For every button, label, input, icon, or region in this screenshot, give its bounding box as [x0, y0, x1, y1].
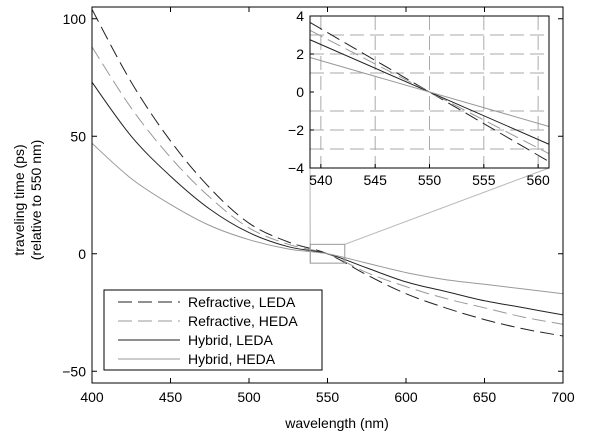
- inset-x-tick-label: 555: [472, 172, 496, 188]
- legend: Refractive, LEDA Refractive, HEDA Hybrid, …: [103, 289, 323, 371]
- legend-label-4: Hybrid, HEDA: [188, 351, 276, 367]
- inset-y-tick-label: −4: [288, 160, 304, 176]
- legend-label-1: Refractive, LEDA: [188, 294, 296, 310]
- main-plot: 400 450 500 550 600 650 700 −50 0 50 100: [62, 6, 575, 405]
- y-axis-label: traveling time (ps) (relative to 550 nm): [11, 140, 44, 261]
- x-tick-label: 400: [80, 389, 104, 405]
- x-tick-label: 650: [473, 389, 497, 405]
- inset-y-tick-label: 2: [296, 46, 304, 62]
- x-tick-label: 500: [237, 389, 261, 405]
- y-tick-label: 50: [70, 128, 86, 144]
- inset-series-line-1: [309, 21, 550, 163]
- inset-x-tick-label: 550: [418, 172, 442, 188]
- x-tick-label: 700: [551, 389, 575, 405]
- y-tick-label: −50: [62, 363, 86, 379]
- legend-label-3: Hybrid, LEDA: [188, 332, 273, 348]
- inset-x-tick-label: 545: [364, 172, 388, 188]
- inset-y-tick-label: 4: [296, 8, 304, 24]
- inset-y-tick-label: −2: [288, 122, 304, 138]
- zoom-connector-line: [344, 167, 550, 245]
- inset-series-line-4: [309, 57, 550, 127]
- x-tick-label: 450: [159, 389, 183, 405]
- y-tick-label: 100: [63, 11, 87, 27]
- inset-y-tick-label: 0: [296, 84, 304, 100]
- y-axis-label-line-2: (relative to 550 nm): [28, 140, 44, 261]
- x-axis-label: wavelength (nm): [284, 415, 389, 431]
- inset-series-line-2: [309, 29, 550, 155]
- series-line-4: [91, 142, 564, 295]
- y-axis-label-line-1: traveling time (ps): [11, 144, 27, 255]
- inset-plot: 540 545 550 555 560 −4 −2 0 2 4: [288, 8, 550, 264]
- x-tick-label: 600: [394, 389, 418, 405]
- legend-label-2: Refractive, HEDA: [188, 313, 298, 329]
- x-tick-label: 550: [316, 389, 340, 405]
- legend-box: [103, 289, 323, 371]
- y-tick-label: 0: [78, 246, 86, 262]
- inset-x-tick-label: 560: [526, 172, 550, 188]
- inset-x-tick-label: 540: [309, 172, 333, 188]
- zoom-region-box: [309, 243, 346, 264]
